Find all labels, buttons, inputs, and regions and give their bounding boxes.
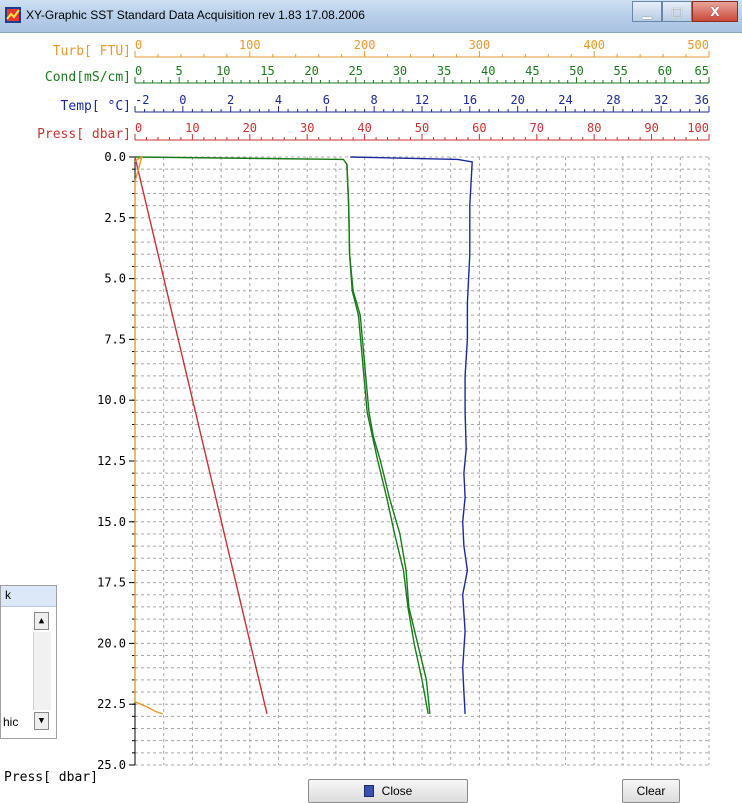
cond-tick-label: 0 — [135, 64, 142, 78]
press_top-tick-label: 80 — [587, 121, 601, 135]
minimize-button[interactable]: ▁ — [632, 1, 662, 22]
cond-tick-label: 15 — [260, 64, 274, 78]
cond-tick-label: 20 — [304, 64, 318, 78]
app-icon — [5, 7, 21, 23]
clear-button[interactable]: Clear — [622, 779, 680, 803]
temp-tick-label: 12 — [415, 93, 429, 107]
cond-tick-label: 40 — [481, 64, 495, 78]
temp-tick-label: 8 — [371, 93, 378, 107]
window-titlebar[interactable]: XY-Graphic SST Standard Data Acquisition… — [0, 0, 742, 33]
temp-axis-label: Temp[ °C] — [61, 99, 131, 114]
turb-axis-label: Turb[ FTU] — [53, 44, 131, 59]
scroll-down-button[interactable]: ▼ — [34, 712, 49, 730]
maximize-icon: □ — [671, 4, 683, 19]
cond-tick-label: 45 — [525, 64, 539, 78]
series-line-turb — [134, 155, 163, 715]
y-tick-label: 2.5 — [104, 211, 126, 225]
y-tick-label: 5.0 — [104, 272, 126, 286]
window-title: XY-Graphic SST Standard Data Acquisition… — [26, 8, 365, 22]
y-axis-label: Press[ dbar] — [4, 770, 98, 785]
series-line-cond — [134, 156, 431, 714]
temp-tick-label: 16 — [463, 93, 477, 107]
cond-tick-label: 30 — [393, 64, 407, 78]
clear-button-label: Clear — [636, 784, 666, 798]
temp-tick-label: 36 — [695, 93, 709, 107]
press_top-tick-label: 100 — [687, 121, 709, 135]
close-button-icon — [363, 785, 374, 797]
minimize-icon: ▁ — [642, 4, 652, 19]
press_top-tick-label: 50 — [415, 121, 429, 135]
close-icon: X — [710, 4, 720, 19]
press_top-tick-label: 0 — [135, 121, 142, 135]
side-list-header-label: k — [5, 588, 11, 602]
maximize-button[interactable]: □ — [662, 1, 692, 22]
temp-tick-label: 2 — [227, 93, 234, 107]
y-tick-label: 22.5 — [97, 697, 126, 711]
close-button[interactable]: Close — [308, 779, 468, 803]
temp-tick-label: -2 — [135, 93, 149, 107]
side-list-panel[interactable]: k ▲ ▼ hic — [0, 585, 57, 739]
series-line-press — [134, 156, 268, 715]
temp-tick-label: 20 — [510, 93, 524, 107]
press_top-axis-label: Press[ dbar] — [37, 127, 131, 142]
cond-tick-label: 55 — [613, 64, 627, 78]
cond-tick-label: 25 — [349, 64, 363, 78]
press_top-tick-label: 30 — [300, 121, 314, 135]
press_top-tick-label: 40 — [357, 121, 371, 135]
y-tick-label: 17.5 — [97, 576, 126, 590]
scroll-up-button[interactable]: ▲ — [34, 612, 49, 630]
turb-tick-label: 500 — [687, 38, 709, 52]
y-tick-label: 10.0 — [97, 393, 126, 407]
xy-chart[interactable]: 0.0 2.5 5.0 7.5 10.0 12.5 15.0 17.5 20.0 22.5 25.0… — [0, 32, 742, 792]
cond-tick-label: 50 — [569, 64, 583, 78]
chart-grid — [134, 156, 710, 766]
temp-tick-label: 6 — [323, 93, 330, 107]
cond-axis-label: Cond[mS/cm] — [45, 70, 131, 85]
scroll-track[interactable] — [33, 632, 51, 710]
turb-tick-label: 100 — [239, 38, 261, 52]
cond-tick-label: 35 — [437, 64, 451, 78]
turb-tick-label: 400 — [583, 38, 605, 52]
turb-tick-label: 0 — [135, 38, 142, 52]
y-tick-label: 25.0 — [97, 758, 126, 772]
series-line-cond-2- — [346, 164, 429, 715]
cond-tick-label: 5 — [176, 64, 183, 78]
close-window-button[interactable]: X — [692, 1, 738, 22]
series-line-temp — [350, 156, 473, 714]
temp-tick-label: 4 — [275, 93, 282, 107]
turb-tick-label: 300 — [469, 38, 491, 52]
turb-tick-label: 200 — [354, 38, 376, 52]
y-tick-label: 12.5 — [97, 454, 126, 468]
y-tick-label: 20.0 — [97, 636, 126, 650]
press_top-tick-label: 90 — [644, 121, 658, 135]
press_top-tick-label: 70 — [530, 121, 544, 135]
y-tick-label: 7.5 — [104, 332, 126, 346]
press_top-tick-label: 60 — [472, 121, 486, 135]
window-controls: ▁ □ X — [632, 1, 738, 22]
cond-tick-label: 60 — [658, 64, 672, 78]
cond-tick-label: 65 — [695, 64, 709, 78]
temp-tick-label: 28 — [606, 93, 620, 107]
side-list-header: k — [1, 586, 56, 607]
y-tick-label: 15.0 — [97, 515, 126, 529]
press_top-tick-label: 10 — [185, 121, 199, 135]
y-tick-label: 0.0 — [104, 150, 126, 164]
side-list-item[interactable]: hic — [3, 715, 19, 729]
cond-tick-label: 10 — [216, 64, 230, 78]
temp-tick-label: 24 — [558, 93, 572, 107]
temp-tick-label: 0 — [179, 93, 186, 107]
close-button-label: Close — [381, 784, 413, 798]
temp-tick-label: 32 — [654, 93, 668, 107]
press_top-tick-label: 20 — [243, 121, 257, 135]
